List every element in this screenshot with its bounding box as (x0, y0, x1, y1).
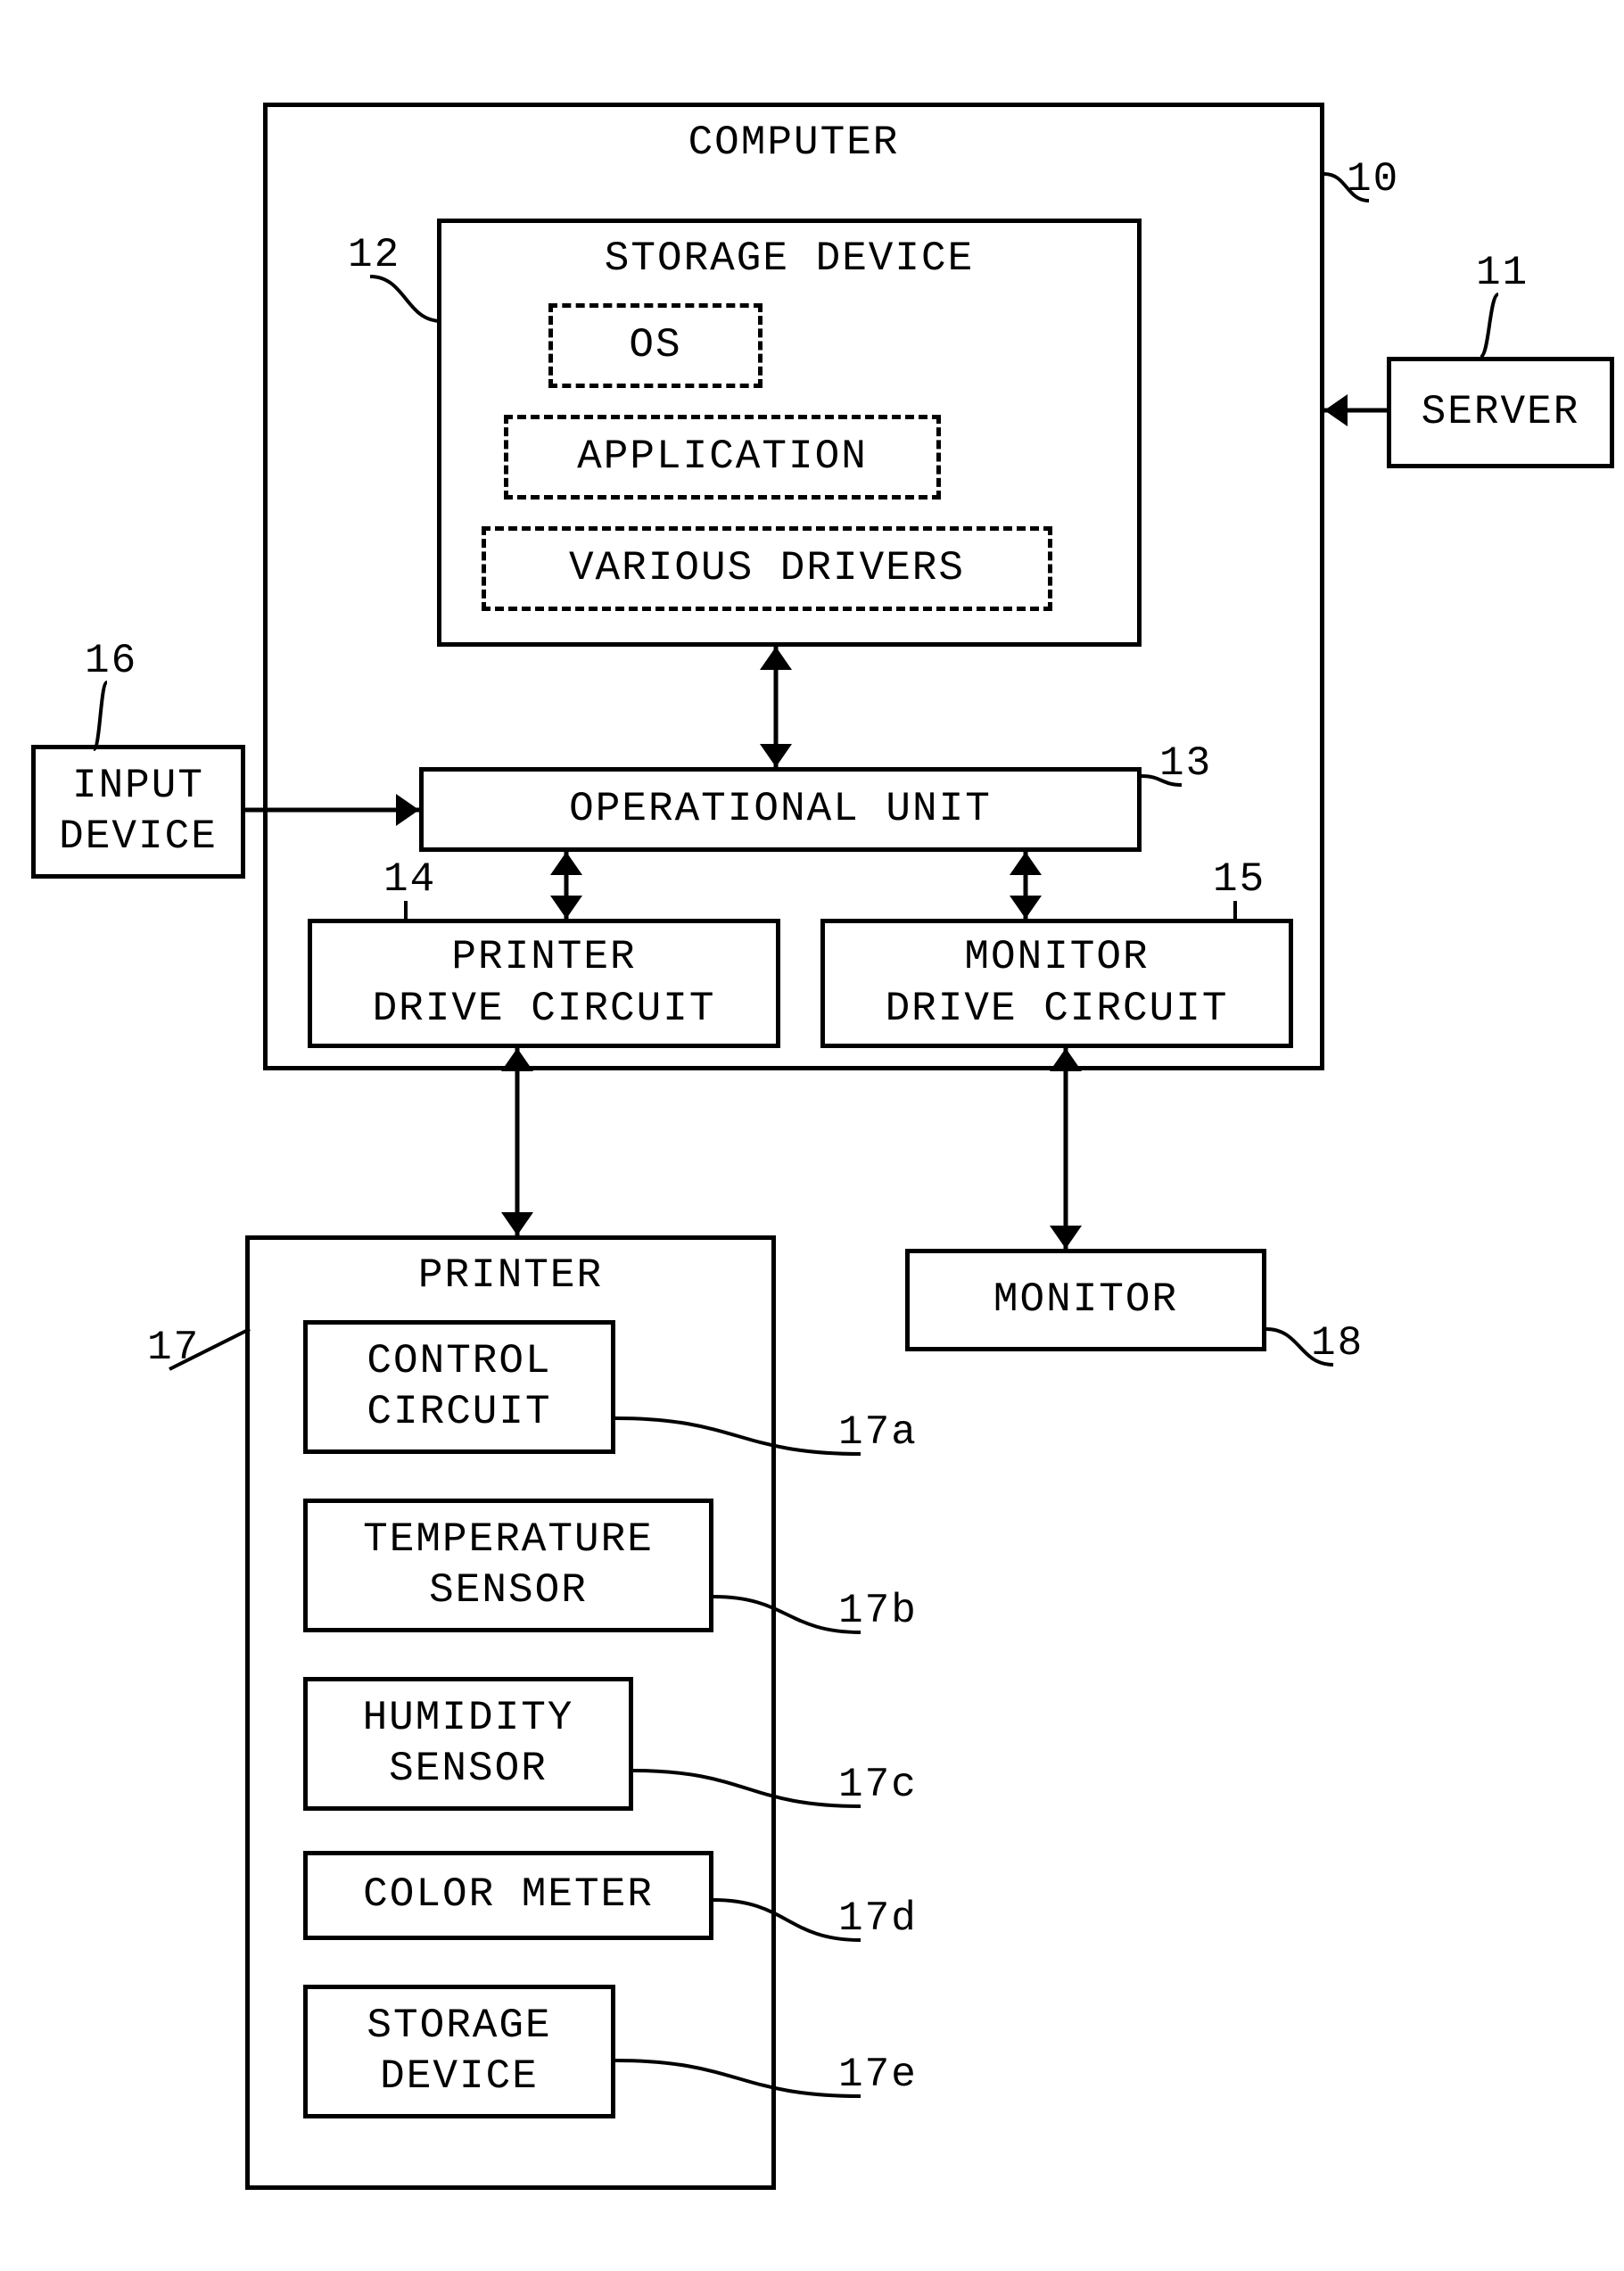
temp_sensor-box: TEMPERATURE SENSOR (303, 1499, 713, 1632)
application-box: APPLICATION (504, 415, 941, 500)
ref-17c: 17c (838, 1762, 918, 1808)
printer_drv-label: PRINTER DRIVE CIRCUIT (373, 932, 716, 1035)
drivers-label: VARIOUS DRIVERS (569, 543, 965, 595)
application-label: APPLICATION (577, 432, 868, 483)
ref-11: 11 (1476, 250, 1529, 296)
ref-15: 15 (1213, 856, 1265, 903)
os-box: OS (548, 303, 763, 388)
drivers-box: VARIOUS DRIVERS (482, 526, 1052, 611)
color_meter-label: COLOR METER (363, 1870, 654, 1921)
printer-title: PRINTER (418, 1251, 603, 1302)
monitor_drv-label: MONITOR DRIVE CIRCUIT (886, 932, 1229, 1035)
os-label: OS (629, 320, 681, 372)
ref-10: 10 (1347, 156, 1399, 202)
humidity_sensor-label: HUMIDITY SENSOR (363, 1693, 574, 1796)
input-box: INPUT DEVICE (31, 745, 245, 879)
ref-14: 14 (383, 856, 436, 903)
server-label: SERVER (1422, 387, 1580, 439)
humidity_sensor-box: HUMIDITY SENSOR (303, 1677, 633, 1811)
monitor-label: MONITOR (993, 1275, 1178, 1326)
op_unit-box: OPERATIONAL UNIT (419, 767, 1142, 852)
temp_sensor-label: TEMPERATURE SENSOR (363, 1515, 654, 1617)
ref-17a: 17a (838, 1409, 918, 1456)
op_unit-label: OPERATIONAL UNIT (569, 784, 992, 836)
storage_dev2-label: STORAGE DEVICE (367, 2001, 551, 2103)
monitor-box: MONITOR (905, 1249, 1266, 1351)
printer_drv-box: PRINTER DRIVE CIRCUIT (308, 919, 780, 1048)
computer-title: COMPUTER (688, 118, 900, 169)
ref-17e: 17e (838, 2052, 918, 2098)
ref-18: 18 (1311, 1320, 1364, 1367)
storage_dev2-box: STORAGE DEVICE (303, 1985, 615, 2118)
ref-12: 12 (348, 232, 400, 278)
ctrl_circuit-label: CONTROL CIRCUIT (367, 1336, 551, 1439)
ref-17b: 17b (838, 1588, 918, 1634)
ref-17: 17 (147, 1325, 200, 1371)
storage-title: STORAGE DEVICE (605, 234, 974, 285)
monitor_drv-box: MONITOR DRIVE CIRCUIT (820, 919, 1293, 1048)
ref-16: 16 (85, 638, 137, 684)
ref-17d: 17d (838, 1895, 918, 1942)
server-box: SERVER (1387, 357, 1614, 468)
input-label: INPUT DEVICE (59, 761, 218, 863)
ref-13: 13 (1159, 740, 1212, 787)
ctrl_circuit-box: CONTROL CIRCUIT (303, 1320, 615, 1454)
color_meter-box: COLOR METER (303, 1851, 713, 1940)
